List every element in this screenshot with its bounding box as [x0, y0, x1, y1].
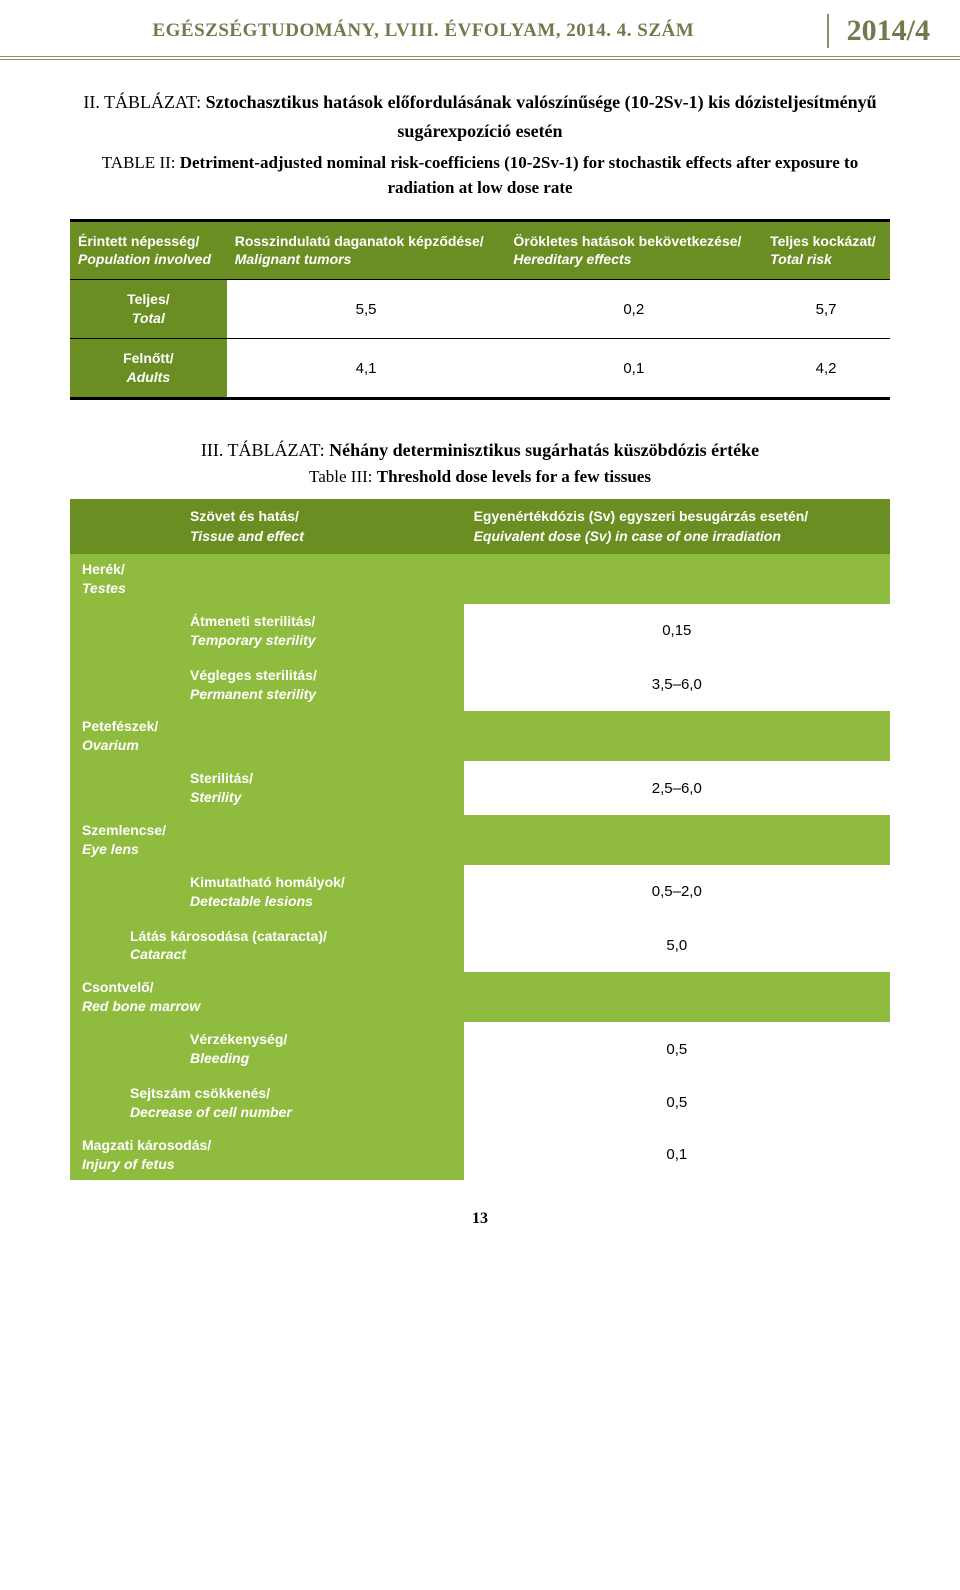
- table-row: Szemlencse/Eye lens: [70, 815, 890, 865]
- cell-value: 0,1: [505, 339, 762, 399]
- cell-value: 4,1: [227, 339, 506, 399]
- col-tissue-hu: Szövet és hatás/: [190, 508, 299, 524]
- page-header: EGÉSZSÉGTUDOMÁNY, LVIII. ÉVFOLYAM, 2014.…: [0, 0, 960, 60]
- page-number: 13: [70, 1210, 890, 1228]
- caption-prefix: II. TÁBLÁZAT:: [83, 92, 205, 112]
- table-row: Átmeneti sterilitás/Temporary sterility0…: [70, 604, 890, 658]
- col-dose-hu: Egyenértékdózis (Sv) egyszeri besugárzás…: [474, 508, 809, 524]
- table-row: Csontvelő/Red bone marrow: [70, 972, 890, 1022]
- col-malignant: Rosszindulatú daganatok képződése/ Malig…: [227, 220, 506, 280]
- table2-caption-hu: II. TÁBLÁZAT: Sztochasztikus hatások elő…: [70, 88, 890, 146]
- table2-caption-en: TABLE II: Detriment-adjusted nominal ris…: [70, 150, 890, 201]
- page: EGÉSZSÉGTUDOMÁNY, LVIII. ÉVFOLYAM, 2014.…: [0, 0, 960, 1248]
- table-row: Magzati károsodás/Injury of fetus0,1: [70, 1130, 890, 1180]
- dose-value: 0,1: [464, 1130, 890, 1180]
- caption-text: Sztochasztikus hatások előfordulásának v…: [206, 92, 877, 141]
- table-row: Herék/Testes: [70, 554, 890, 604]
- col-pop-en: Population involved: [78, 250, 219, 269]
- table-row: Sterilitás/Sterility2,5–6,0: [70, 761, 890, 815]
- table3: Szövet és hatás/ Tissue and effect Egyen…: [70, 499, 890, 1180]
- col-population: Érintett népesség/ Population involved: [70, 220, 227, 280]
- section-label: Csontvelő/Red bone marrow: [70, 972, 890, 1022]
- section-label: Szemlencse/Eye lens: [70, 815, 890, 865]
- caption3-text-en: Threshold dose levels for a few tissues: [377, 467, 651, 486]
- cell-value: 0,2: [505, 280, 762, 339]
- dose-value: 2,5–6,0: [464, 761, 890, 815]
- effect-label: Sejtszám csökkenés/Decrease of cell numb…: [70, 1076, 464, 1130]
- col-tot-en: Total risk: [770, 250, 882, 269]
- caption3-text: Néhány determinisztikus sugárhatás küszö…: [329, 440, 759, 460]
- header-inner: EGÉSZSÉGTUDOMÁNY, LVIII. ÉVFOLYAM, 2014.…: [20, 14, 940, 48]
- caption3-prefix-en: Table III:: [309, 467, 377, 486]
- section-label: Herék/Testes: [70, 554, 890, 604]
- table2: Érintett népesség/ Population involved R…: [70, 219, 890, 400]
- effect-label: Vérzékenység/Bleeding: [70, 1022, 464, 1076]
- row-label: Teljes/Total: [70, 280, 227, 339]
- col-her-en: Hereditary effects: [513, 250, 754, 269]
- col-tot-hu: Teljes kockázat/: [770, 232, 882, 251]
- journal-title: EGÉSZSÉGTUDOMÁNY, LVIII. ÉVFOLYAM, 2014.…: [20, 20, 827, 42]
- cell-value: 5,7: [762, 280, 890, 339]
- col-total: Teljes kockázat/ Total risk: [762, 220, 890, 280]
- col-dose-en: Equivalent dose (Sv) in case of one irra…: [474, 527, 880, 547]
- effect-label: Átmeneti sterilitás/Temporary sterility: [70, 604, 464, 658]
- table3-head: Szövet és hatás/ Tissue and effect Egyen…: [70, 499, 890, 554]
- section-label: Petefészek/Ovarium: [70, 711, 890, 761]
- issue-year: 2014/4: [827, 14, 940, 48]
- table3-body: Herék/TestesÁtmeneti sterilitás/Temporar…: [70, 554, 890, 1179]
- dose-value: 0,5–2,0: [464, 865, 890, 919]
- caption-prefix-en: TABLE II:: [102, 153, 180, 172]
- cell-value: 5,5: [227, 280, 506, 339]
- effect-label: Látás károsodása (cataracta)/Cataract: [70, 919, 464, 973]
- col-mal-en: Malignant tumors: [235, 250, 498, 269]
- col-mal-hu: Rosszindulatú daganatok képződése/: [235, 232, 498, 251]
- table3-caption-en: Table III: Threshold dose levels for a f…: [70, 467, 890, 487]
- table-row: Vérzékenység/Bleeding0,5: [70, 1022, 890, 1076]
- col-tissue: Szövet és hatás/ Tissue and effect: [70, 499, 464, 554]
- dose-value: 0,5: [464, 1076, 890, 1130]
- table2-body: Teljes/Total5,50,25,7Felnőtt/Adults4,10,…: [70, 280, 890, 399]
- effect-label: Végleges sterilitás/Permanent sterility: [70, 658, 464, 712]
- col-her-hu: Örökletes hatások bekövetkezése/: [513, 232, 754, 251]
- table-row: Sejtszám csökkenés/Decrease of cell numb…: [70, 1076, 890, 1130]
- table3-caption-hu: III. TÁBLÁZAT: Néhány determinisztikus s…: [70, 440, 890, 461]
- caption3-prefix: III. TÁBLÁZAT:: [201, 440, 329, 460]
- col-dose: Egyenértékdózis (Sv) egyszeri besugárzás…: [464, 499, 890, 554]
- table-row: Petefészek/Ovarium: [70, 711, 890, 761]
- dose-value: 0,15: [464, 604, 890, 658]
- dose-value: 0,5: [464, 1022, 890, 1076]
- cell-value: 4,2: [762, 339, 890, 399]
- col-hereditary: Örökletes hatások bekövetkezése/ Heredit…: [505, 220, 762, 280]
- table-row: Végleges sterilitás/Permanent sterility3…: [70, 658, 890, 712]
- section-label: Magzati károsodás/Injury of fetus: [70, 1130, 464, 1180]
- table-row: Látás károsodása (cataracta)/Cataract5,0: [70, 919, 890, 973]
- effect-label: Sterilitás/Sterility: [70, 761, 464, 815]
- dose-value: 3,5–6,0: [464, 658, 890, 712]
- table-row: Kimutatható homályok/Detectable lesions0…: [70, 865, 890, 919]
- table2-head: Érintett népesség/ Population involved R…: [70, 220, 890, 280]
- row-label: Felnőtt/Adults: [70, 339, 227, 399]
- col-tissue-en: Tissue and effect: [190, 527, 454, 547]
- dose-value: 5,0: [464, 919, 890, 973]
- table-row: Felnőtt/Adults4,10,14,2: [70, 339, 890, 399]
- table3-header-row: Szövet és hatás/ Tissue and effect Egyen…: [70, 499, 890, 554]
- col-pop-hu: Érintett népesség/: [78, 232, 219, 251]
- effect-label: Kimutatható homályok/Detectable lesions: [70, 865, 464, 919]
- table2-header-row: Érintett népesség/ Population involved R…: [70, 220, 890, 280]
- caption-text-en: Detriment-adjusted nominal risk-coeffici…: [180, 153, 858, 198]
- table-row: Teljes/Total5,50,25,7: [70, 280, 890, 339]
- content: II. TÁBLÁZAT: Sztochasztikus hatások elő…: [0, 60, 960, 1248]
